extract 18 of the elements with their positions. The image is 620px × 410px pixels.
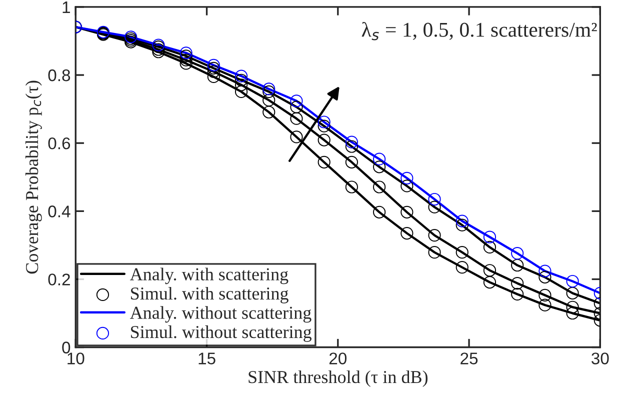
y-axis-title: Coverage Probability p$_{c}$(τ): [25, 80, 42, 274]
x-axis-title: SINR threshold (τ in dB): [248, 370, 428, 387]
x-tick-label: 15: [198, 352, 216, 364]
y-tick-label: 0.6: [48, 137, 70, 150]
x-tick-label: 20: [329, 352, 347, 364]
x-tick-label: 10: [68, 352, 84, 364]
x-tick-label: 30: [592, 352, 609, 364]
legend-label: Analy. without scattering: [130, 306, 312, 323]
annotation: λ$_{s}$ = 1, 0.5, 0.1 scatterers/m²: [362, 22, 597, 40]
legend-label: Analy. with scattering: [130, 268, 288, 284]
y-tick-label: 0: [62, 342, 70, 354]
legend-label: Simul. without scattering: [131, 325, 312, 342]
y-tick-label: 0.2: [48, 274, 70, 286]
y-tick-label: 0.4: [48, 206, 70, 218]
y-tick-label: 1: [62, 2, 70, 14]
x-tick-label: 25: [460, 352, 478, 364]
legend-label: Simul. with scattering: [131, 286, 288, 304]
y-tick-label: 0.8: [48, 69, 70, 82]
